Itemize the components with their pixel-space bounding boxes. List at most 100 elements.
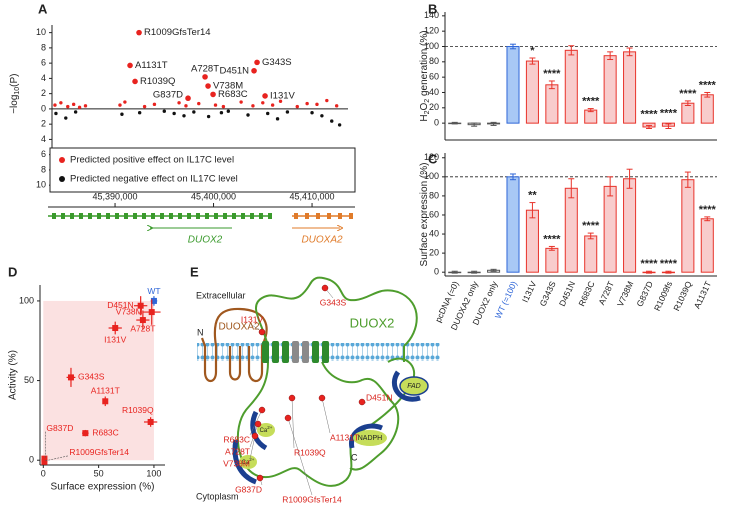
error-bar [704,91,711,98]
x-tick-label: 45,390,000 [93,191,138,201]
annotated-point [254,59,260,66]
exon [259,213,263,219]
error-bar [665,270,672,274]
exon [349,213,353,219]
exon [124,213,128,219]
bar [584,235,598,273]
variant-site [284,414,292,422]
point-label: A728T [130,323,155,333]
exon [151,213,155,219]
exon [88,213,92,219]
panel-label: C [428,151,438,166]
error-bar [607,51,614,61]
point [330,119,334,123]
terminus-label: N [197,327,204,337]
exon [178,213,182,219]
point [295,104,299,109]
error-bar [471,122,478,127]
annotated-point [205,83,211,89]
variant-site [254,420,262,428]
point [172,111,176,116]
point-label: WT [147,286,160,296]
exon [133,213,137,219]
label-part: −log [9,95,20,114]
label-part: generation (%) [419,30,430,98]
legend-marker [59,157,65,163]
bar [564,187,578,273]
variant-site [288,394,296,402]
point [54,111,58,116]
point [41,455,48,462]
y-tick-label: 80 [429,190,439,200]
exon [70,213,74,219]
y-tick-label: 0 [29,455,34,465]
gene-label: DUOXA2 [301,235,343,246]
error-bar [665,123,672,130]
point [337,123,342,127]
point [59,101,63,105]
significance: **** [660,258,678,270]
panel-label: B [428,1,437,16]
bar [681,102,695,124]
exon [223,213,227,219]
exon [241,213,245,219]
bar [545,84,559,124]
exon [232,213,236,219]
error-bar [568,45,575,56]
annotated-point [127,62,133,69]
error-bar [587,232,594,240]
point-label: R1009GfsTer14 [69,447,129,457]
y-tick-label: 0 [434,118,439,128]
y-axis-label: H2O2 generation (%) [419,30,431,121]
point [41,458,48,465]
exon [338,213,342,219]
label-part: 2 [424,99,431,103]
point [182,114,186,118]
point [275,117,280,121]
variant-site [358,398,366,406]
annotated-point [185,95,191,102]
error-bar [471,270,478,274]
label-part: O [419,102,430,110]
x-tick-label: 0 [41,468,46,478]
point [83,104,88,108]
error-bar [490,121,497,126]
panel-label: A [38,1,48,16]
exon [106,213,110,219]
y-tick-label: 8 [41,164,46,174]
point [221,104,226,109]
annotated-point [202,74,208,80]
point-label: R683C [92,427,118,437]
point [197,101,201,106]
cofactor-label: FAD [407,383,420,390]
exon [160,213,164,219]
annotated-point [132,78,138,85]
error-bar [451,270,458,274]
exon [115,213,119,219]
significance: ** [528,189,537,201]
y-tick-label: 100 [424,171,439,181]
point [261,101,265,105]
point-label: R1039Q [122,405,154,415]
ef-hand [250,410,268,451]
y-tick-label: 10 [36,27,46,37]
exon [142,213,146,219]
significance: **** [543,68,561,80]
y-tick-label: 40 [429,228,439,238]
error-bar [626,47,633,57]
x-tick-label: I131V [520,279,539,304]
bar [545,247,559,273]
point-label: I131V [104,334,127,344]
region-label: Extracellular [196,290,246,300]
annotation: R683C [218,89,248,100]
duoxa2-chain [200,307,268,383]
variant-site [258,406,266,414]
variant-label: A728T [225,446,250,456]
exon [169,213,173,219]
point [77,105,82,110]
label-part: Surface expression (%) [419,163,430,267]
annotation: G837D [153,90,183,101]
significance: **** [582,95,600,107]
variant-site [321,284,329,292]
point [278,99,283,103]
